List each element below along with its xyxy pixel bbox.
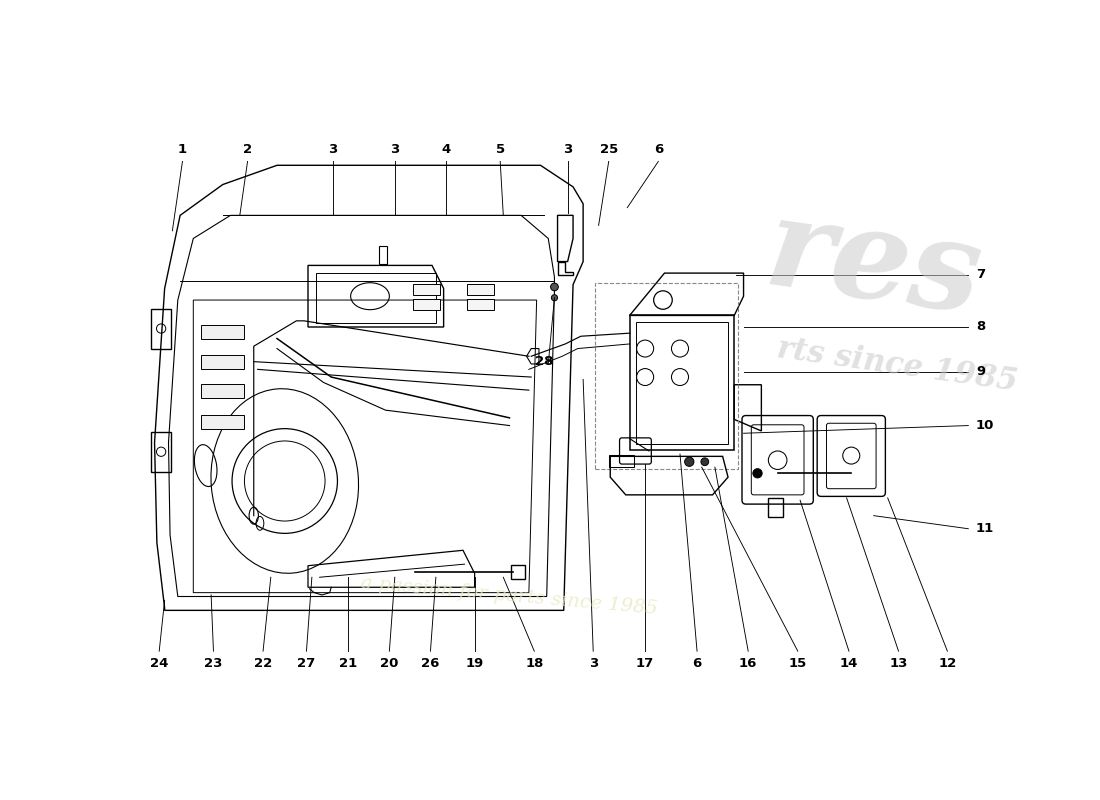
- Circle shape: [551, 283, 559, 291]
- Bar: [466, 284, 494, 294]
- Text: 27: 27: [297, 657, 316, 670]
- Bar: [466, 299, 494, 310]
- Text: 23: 23: [205, 657, 222, 670]
- Bar: [152, 432, 170, 472]
- Text: 2: 2: [243, 143, 252, 156]
- Bar: [608, 455, 634, 467]
- Bar: [412, 284, 440, 294]
- Text: 15: 15: [789, 657, 807, 670]
- Text: 28: 28: [536, 355, 553, 368]
- Text: 10: 10: [976, 419, 994, 432]
- Text: res: res: [759, 190, 989, 341]
- Bar: [201, 325, 244, 338]
- Text: 6: 6: [692, 657, 702, 670]
- Circle shape: [684, 457, 694, 466]
- Circle shape: [551, 294, 558, 301]
- Text: 5: 5: [496, 143, 505, 156]
- Text: 16: 16: [739, 657, 758, 670]
- Text: 8: 8: [976, 321, 986, 334]
- Text: 13: 13: [890, 657, 908, 670]
- Text: 12: 12: [938, 657, 957, 670]
- Text: 14: 14: [839, 657, 858, 670]
- Bar: [316, 273, 436, 323]
- Text: 17: 17: [636, 657, 654, 670]
- Text: 19: 19: [465, 657, 484, 670]
- Text: 4: 4: [441, 143, 451, 156]
- Text: 3: 3: [563, 143, 572, 156]
- Text: 11: 11: [976, 522, 994, 535]
- Text: 7: 7: [976, 268, 986, 281]
- Text: rts since 1985: rts since 1985: [774, 334, 1020, 398]
- Text: 24: 24: [150, 657, 168, 670]
- Text: 3: 3: [328, 143, 338, 156]
- Bar: [636, 322, 728, 444]
- Text: 22: 22: [254, 657, 272, 670]
- Bar: [595, 283, 738, 470]
- Circle shape: [752, 469, 762, 478]
- Bar: [629, 315, 735, 450]
- Bar: [201, 414, 244, 429]
- Bar: [412, 299, 440, 310]
- Text: 3: 3: [390, 143, 399, 156]
- Bar: [201, 355, 244, 370]
- Text: 20: 20: [381, 657, 398, 670]
- Text: 26: 26: [421, 657, 440, 670]
- Bar: [768, 498, 783, 517]
- Bar: [152, 309, 170, 349]
- Text: 21: 21: [339, 657, 358, 670]
- Text: 18: 18: [525, 657, 543, 670]
- Text: 6: 6: [653, 143, 663, 156]
- Text: a passion for parts since 1985: a passion for parts since 1985: [361, 574, 659, 618]
- Bar: [512, 565, 525, 578]
- Text: 9: 9: [976, 365, 986, 378]
- Circle shape: [701, 458, 708, 466]
- Text: 1: 1: [178, 143, 187, 156]
- Text: 3: 3: [588, 657, 597, 670]
- Text: 25: 25: [600, 143, 618, 156]
- Bar: [201, 384, 244, 398]
